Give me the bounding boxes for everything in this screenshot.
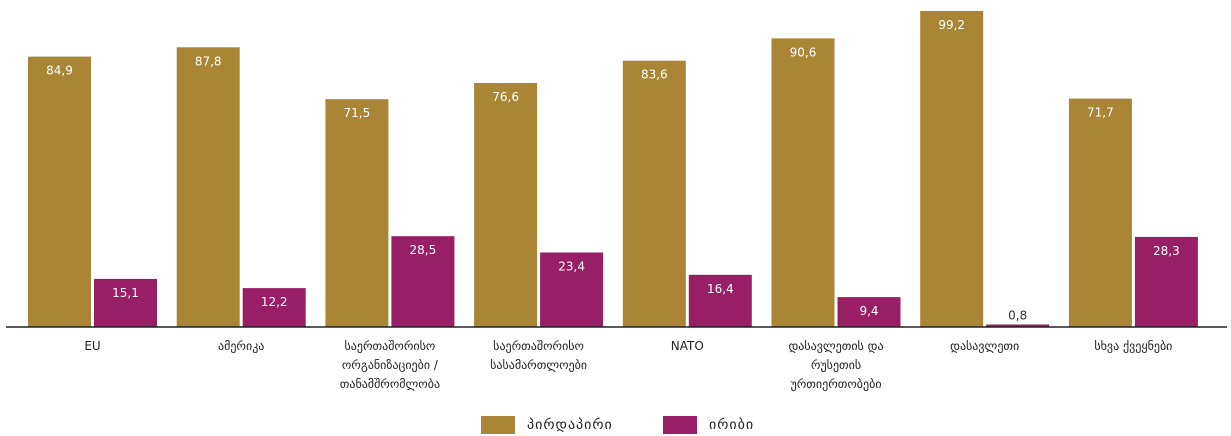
category-label-line: NATO	[671, 339, 704, 353]
category-labels-group: EU ამერიკა საერთაშორისო ორგანიზაციები / თანა…	[84, 339, 1172, 391]
value-label-direct-7: 71,7	[1087, 106, 1114, 120]
value-label-direct-5: 90,6	[790, 45, 817, 59]
category-label-line: საერთაშორისო	[493, 339, 584, 353]
category-label-line: ურთიერთობები	[790, 377, 881, 391]
value-label-direct-6: 99,2	[938, 18, 965, 32]
legend-label-indirect: ირიბი	[709, 417, 755, 433]
bar-direct-1	[176, 47, 240, 328]
category-label-line: სხვა ქვეყნები	[1094, 339, 1172, 353]
value-label-indirect-0: 15,1	[112, 286, 139, 300]
value-label-indirect-1: 12,2	[261, 295, 288, 309]
legend-swatch-direct	[481, 416, 515, 434]
legend: პირდაპირი ირიბი	[0, 416, 1231, 436]
value-label-direct-4: 83,6	[641, 68, 668, 82]
value-label-direct-0: 84,9	[46, 64, 73, 78]
bar-direct-4	[622, 60, 686, 327]
value-label-direct-2: 71,5	[344, 106, 371, 120]
value-label-indirect-7: 28,3	[1153, 244, 1180, 258]
category-label-3: საერთაშორისო სასამართლოები	[490, 339, 587, 372]
category-label-line: EU	[84, 339, 100, 353]
bar-indirect-0	[94, 278, 157, 327]
bar-direct-3	[474, 83, 538, 327]
legend-label-direct: პირდაპირი	[527, 417, 613, 433]
category-label-line: თანამშრომლობა	[340, 377, 440, 391]
category-label-line: დასავლეთის და	[788, 339, 883, 353]
category-label-line: საერთაშორისო	[344, 339, 435, 353]
value-label-direct-3: 76,6	[492, 90, 519, 104]
bar-indirect-2	[391, 236, 455, 327]
category-label-4: NATO	[671, 339, 704, 353]
category-label-7: სხვა ქვეყნები	[1094, 339, 1172, 353]
bars-group	[28, 11, 1198, 328]
category-label-6: დასავლეთი	[950, 339, 1019, 353]
bar-indirect-6	[986, 324, 1050, 327]
category-label-line: სასამართლოები	[490, 358, 587, 372]
bar-indirect-1	[242, 288, 306, 327]
category-label-0: EU	[84, 339, 100, 353]
legend-swatch-indirect	[663, 416, 697, 434]
category-label-line: რუსეთის	[811, 358, 861, 372]
legend-item-indirect: ირიბი	[663, 416, 754, 434]
category-label-5: დასავლეთის და რუსეთის ურთიერთობები	[788, 339, 883, 391]
bar-direct-7	[1068, 98, 1132, 327]
value-labels-group: 84,9 15,1 87,8 12,2 71,5 28,5 76,6 23,4 83,6 16,4…	[46, 18, 1180, 323]
category-label-line: ორგანიზაციები /	[342, 358, 439, 372]
value-label-direct-1: 87,8	[195, 54, 222, 68]
bar-indirect-7	[1134, 236, 1198, 327]
value-label-indirect-2: 28,5	[410, 243, 437, 257]
category-label-2: საერთაშორისო ორგანიზაციები / თანამშრომლობა	[340, 339, 440, 391]
category-label-line: ამერიკა	[218, 339, 264, 353]
category-label-line: დასავლეთი	[950, 339, 1019, 353]
bar-direct-5	[771, 38, 835, 328]
value-label-indirect-5: 9,4	[859, 304, 878, 318]
value-label-indirect-4: 16,4	[707, 282, 734, 296]
category-label-1: ამერიკა	[218, 339, 264, 353]
bar-direct-0	[28, 56, 91, 327]
bar-chart: 84,9 15,1 87,8 12,2 71,5 28,5 76,6 23,4 83,6 16,4…	[6, 11, 1227, 391]
value-label-indirect-3: 23,4	[558, 260, 585, 274]
value-label-indirect-6: 0,8	[1008, 309, 1027, 323]
bar-indirect-4	[688, 274, 752, 327]
bar-indirect-5	[837, 297, 901, 327]
legend-item-direct: პირდაპირი	[481, 416, 613, 434]
bar-direct-6	[920, 11, 984, 327]
bar-indirect-3	[540, 252, 604, 327]
bar-direct-2	[325, 99, 389, 327]
